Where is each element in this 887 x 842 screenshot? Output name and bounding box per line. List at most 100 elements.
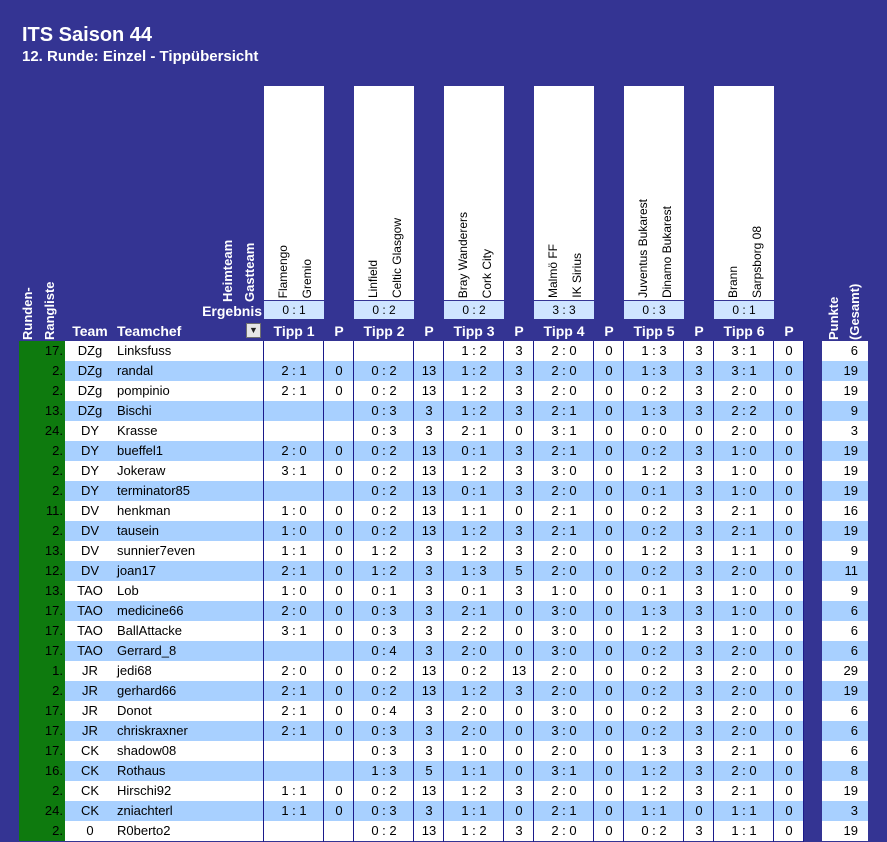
- points-cell: 3: [695, 783, 703, 798]
- points-cell: 0: [785, 603, 793, 618]
- points-cell: 3: [425, 643, 433, 658]
- team-cell: JR: [82, 703, 98, 718]
- points-cell: 3: [515, 783, 523, 798]
- rank-cell: 1.: [52, 663, 63, 678]
- row-bg: [65, 621, 804, 641]
- total-points-cell: 19: [843, 823, 858, 838]
- points-cell: 0: [605, 343, 613, 358]
- tipp-cell: 0 : 3: [371, 723, 397, 738]
- points-cell: 0: [785, 723, 793, 738]
- points-cell: 0: [335, 803, 343, 818]
- rank-bg: [19, 721, 65, 741]
- row-bg: [65, 561, 804, 581]
- teamchef-cell: Donot: [117, 703, 152, 718]
- points-cell: 3: [425, 403, 433, 418]
- points-cell: 0: [515, 603, 523, 618]
- rank-bg: [19, 581, 65, 601]
- tipp-cell: 2 : 1: [731, 783, 757, 798]
- total-bg: [822, 801, 868, 821]
- tipp-cell: 0 : 2: [371, 463, 397, 478]
- points-cell: 13: [421, 443, 437, 458]
- tipp-cell: 3 : 1: [281, 623, 307, 638]
- tipp-cell: 3 : 0: [551, 603, 577, 618]
- rank-cell: 17.: [44, 743, 63, 758]
- points-cell: 0: [785, 463, 793, 478]
- teamchef-header: Teamchef: [117, 323, 182, 339]
- filter-dropdown-icon[interactable]: ▼: [246, 323, 261, 338]
- home-team-6: Brann: [726, 265, 740, 298]
- rank-bg: [19, 781, 65, 801]
- points-cell: 0: [785, 663, 793, 678]
- table-row: 24. DY Krasse 0 : 3 3 2 : 1 0 3 : 1 0 0 : 0 0 2 : 0…: [0, 421, 887, 441]
- points-cell: 0: [335, 703, 343, 718]
- ergebnis-label: Ergebnis: [202, 303, 262, 319]
- rank-bg: [19, 741, 65, 761]
- points-cell: 0: [785, 363, 793, 378]
- points-cell: 0: [335, 543, 343, 558]
- table-row: 2. DZg pompinio 2 : 1 0 0 : 2 13 1 : 2 3 2 : 0 0 0 …: [0, 381, 887, 401]
- points-cell: 13: [511, 663, 527, 678]
- team-cell: 0: [86, 823, 94, 838]
- tipp-cell: 0 : 1: [461, 443, 487, 458]
- tipp-cell: 0 : 2: [371, 683, 397, 698]
- tipp-cell: 1 : 0: [281, 503, 307, 518]
- tipp-cell: 2 : 1: [551, 443, 577, 458]
- points-cell: 5: [515, 563, 523, 578]
- match-result-3: 0 : 2: [444, 301, 504, 319]
- tipp-cell: 2 : 0: [731, 643, 757, 658]
- total-points-cell: 6: [850, 603, 858, 618]
- points-cell: 0: [785, 523, 793, 538]
- points-cell: 3: [695, 603, 703, 618]
- row-bg: [65, 821, 804, 841]
- tipp-cell: [264, 741, 324, 761]
- tipp-cell: 1 : 2: [641, 623, 667, 638]
- column-divider: [623, 341, 624, 842]
- tipp-cell: 0 : 2: [641, 663, 667, 678]
- tipp-cell: 2 : 1: [461, 603, 487, 618]
- points-cell: 3: [695, 723, 703, 738]
- points-cell: 0: [335, 623, 343, 638]
- rank-bg: [19, 381, 65, 401]
- points-cell: 0: [605, 543, 613, 558]
- total-points-cell: 9: [850, 403, 858, 418]
- teamchef-cell: jedi68: [117, 663, 152, 678]
- points-cell: 3: [425, 803, 433, 818]
- row-bg: [65, 361, 804, 381]
- tipp-cell: 2 : 1: [281, 383, 307, 398]
- tipp-header-1: Tipp 1: [273, 323, 315, 339]
- tipp-cell: 0 : 2: [641, 383, 667, 398]
- teamchef-cell: joan17: [117, 563, 157, 578]
- points-cell: 0: [785, 803, 793, 818]
- points-cell: 0: [605, 583, 613, 598]
- team-cell: CK: [80, 743, 100, 758]
- tipp-cell: 2 : 0: [551, 783, 577, 798]
- tipp-cell: 2 : 0: [551, 543, 577, 558]
- column-divider: [533, 341, 534, 842]
- table-row: 13. DV sunnier7even 1 : 1 0 1 : 2 3 1 : 2 3 2 : 0…: [0, 541, 887, 561]
- match-result-1: 0 : 1: [264, 301, 324, 319]
- row-bg: [65, 681, 804, 701]
- match-result-4: 3 : 3: [534, 301, 594, 319]
- tipp-cell: 2 : 1: [731, 503, 757, 518]
- points-cell: 13: [421, 363, 437, 378]
- rank-bg: [19, 401, 65, 421]
- row-bg: [65, 421, 804, 441]
- rank-cell: 11.: [45, 503, 63, 518]
- tipp-cell: 0 : 2: [371, 823, 397, 838]
- rank-cell: 2.: [52, 383, 63, 398]
- table-row: 17. JR Donot 2 : 1 0 0 : 4 3 2 : 0 0 3 : 0 0 0 : 2 3…: [0, 701, 887, 721]
- total-bg: [822, 421, 868, 441]
- tipp-cell: 1 : 2: [461, 823, 487, 838]
- points-cell: 0: [335, 383, 343, 398]
- points-cell: 0: [605, 403, 613, 418]
- tipp-header-4: Tipp 4: [543, 323, 585, 339]
- runden-label-2: Rangliste: [42, 281, 57, 340]
- teamchef-cell: Linksfuss: [117, 343, 172, 358]
- tipp-cell: 2 : 1: [461, 423, 487, 438]
- table-row: 13. DZg Bischi 0 : 3 3 1 : 2 3 2 : 1 0 1 : 3 3 2 : …: [0, 401, 887, 421]
- team-cell: JR: [82, 683, 98, 698]
- tipp-cell: 0 : 3: [371, 403, 397, 418]
- total-points-cell: 19: [843, 483, 858, 498]
- points-cell: 0: [785, 783, 793, 798]
- tipp-cell: 0 : 1: [371, 583, 397, 598]
